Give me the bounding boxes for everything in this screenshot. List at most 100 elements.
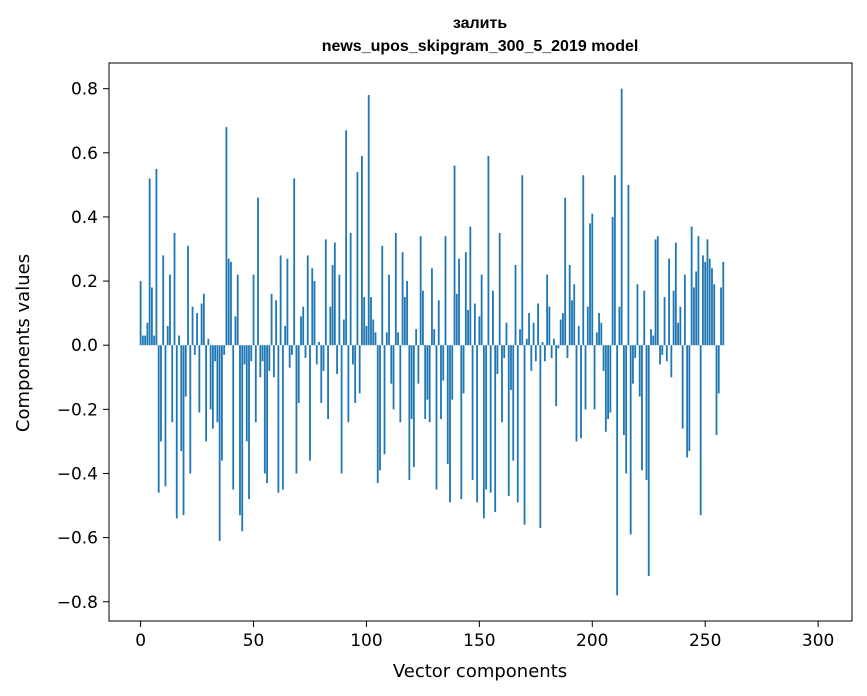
bar xyxy=(230,261,232,346)
x-tick-label: 200 xyxy=(576,631,608,651)
bar xyxy=(408,345,411,480)
bar xyxy=(173,232,176,346)
bar xyxy=(643,290,646,346)
bar xyxy=(349,232,352,346)
bar xyxy=(198,345,201,413)
bar xyxy=(374,332,377,346)
bar xyxy=(424,345,427,419)
bar xyxy=(568,265,571,346)
bar xyxy=(144,335,147,346)
bar xyxy=(178,335,180,346)
bar xyxy=(455,293,458,346)
bar xyxy=(668,258,670,346)
bar xyxy=(153,335,156,346)
bar xyxy=(182,345,185,516)
bar xyxy=(205,345,208,442)
bar xyxy=(394,232,397,346)
bar xyxy=(523,345,526,525)
bar xyxy=(286,258,289,346)
bar xyxy=(297,345,300,403)
bar xyxy=(604,345,607,432)
bar xyxy=(699,345,702,516)
bar xyxy=(534,345,537,362)
bar xyxy=(702,255,704,346)
x-tick-label: 0 xyxy=(135,631,146,651)
plot-frame xyxy=(108,62,853,622)
bar xyxy=(193,345,196,355)
bar xyxy=(711,268,713,346)
x-axis-label: Vector components xyxy=(393,661,567,682)
bar xyxy=(512,345,515,461)
bar xyxy=(650,329,652,346)
bar xyxy=(234,316,237,346)
bar xyxy=(148,178,151,346)
bar xyxy=(591,213,594,346)
bar xyxy=(171,345,174,423)
bar xyxy=(695,271,698,346)
bar xyxy=(435,345,438,490)
bar xyxy=(189,345,192,474)
bar xyxy=(155,168,158,346)
bar xyxy=(437,300,440,346)
bar xyxy=(390,345,393,384)
bar xyxy=(467,309,469,346)
bar xyxy=(259,345,262,378)
bar xyxy=(218,345,221,541)
bar xyxy=(322,345,325,371)
bar xyxy=(263,345,266,474)
bar xyxy=(433,329,436,346)
bar xyxy=(388,274,390,346)
bar xyxy=(625,345,628,474)
bar xyxy=(403,297,406,346)
bar xyxy=(665,345,668,362)
bar xyxy=(503,345,506,359)
bar xyxy=(496,345,499,375)
bar xyxy=(577,325,580,346)
bar xyxy=(659,345,661,365)
bar xyxy=(385,332,388,346)
bar xyxy=(686,345,689,458)
bar xyxy=(528,313,530,346)
bar xyxy=(225,127,228,346)
bar xyxy=(514,265,517,346)
bar xyxy=(151,287,153,346)
bar xyxy=(392,345,395,410)
bar xyxy=(302,306,305,346)
bar xyxy=(379,345,381,471)
bar xyxy=(611,216,614,346)
bar xyxy=(693,287,695,346)
bar xyxy=(252,274,255,346)
bar xyxy=(593,345,596,410)
bar xyxy=(268,345,271,371)
bar xyxy=(157,345,160,493)
bar xyxy=(223,345,226,355)
bar xyxy=(559,319,562,346)
bar xyxy=(541,342,544,346)
bar xyxy=(636,284,639,346)
bar xyxy=(532,322,535,346)
bar xyxy=(683,274,686,346)
bar xyxy=(270,293,273,346)
bar xyxy=(580,345,582,439)
bar xyxy=(243,345,246,365)
bar xyxy=(562,313,564,346)
bar xyxy=(462,345,465,394)
bar xyxy=(320,345,323,403)
y-tick-label: 0.4 xyxy=(71,208,98,228)
bar xyxy=(494,345,497,512)
bar xyxy=(361,156,363,346)
bar xyxy=(595,332,598,346)
bar xyxy=(415,329,418,346)
bar xyxy=(449,345,451,503)
bar xyxy=(422,290,424,346)
bar xyxy=(548,306,551,346)
bar xyxy=(352,345,354,365)
bar xyxy=(214,345,217,362)
bar xyxy=(410,345,413,419)
bar xyxy=(485,345,488,490)
bar xyxy=(539,345,542,528)
bar xyxy=(656,236,659,346)
bar xyxy=(706,239,709,346)
bar xyxy=(543,345,546,362)
bar xyxy=(469,226,472,346)
